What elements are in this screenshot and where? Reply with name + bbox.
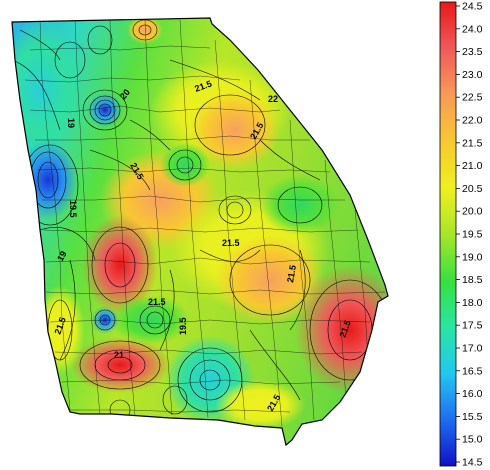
contour-label: 20 — [118, 87, 132, 101]
legend-tick-label: 21.0 — [462, 160, 483, 172]
contour-label: 21.5 — [148, 297, 166, 307]
legend-ticks: 24.5 24.0 23.5 23.0 22.5 22.0 21.5 21.0 20.5 20.0… — [456, 1, 483, 469]
legend-tick-label: 18.5 — [462, 274, 483, 286]
legend-tick-label: 22.5 — [462, 92, 483, 104]
legend-tick-label: 14.5 — [462, 457, 483, 469]
legend-tick-label: 20.0 — [462, 206, 483, 218]
contour-label: 19.5 — [178, 317, 188, 335]
legend-tick-label: 24.5 — [462, 1, 483, 13]
legend-tick-label: 19.5 — [462, 229, 483, 241]
legend-tick-label: 15.0 — [462, 434, 483, 446]
contour-label: 21.5 — [285, 264, 298, 283]
contour-label: 21 — [114, 350, 124, 360]
legend-tick-label: 20.5 — [462, 183, 483, 195]
legend-tick-label: 16.0 — [462, 388, 483, 400]
legend-tick-label: 23.5 — [462, 46, 483, 58]
legend-tick-label: 16.5 — [462, 365, 483, 377]
legend-tick-label: 18.0 — [462, 297, 483, 309]
legend-tick-label: 24.0 — [462, 23, 483, 35]
contour-label: 21.5 — [222, 238, 240, 248]
legend-tick-label: 17.0 — [462, 343, 483, 355]
contour-label: 19.5 — [68, 200, 78, 218]
contour-label: 19 — [66, 118, 76, 128]
legend-tick-label: 21.5 — [462, 137, 483, 149]
georgia-contour-map: 21.5 19 20 21.5 21.5 19.5 19 21.5 21.5 2… — [11, 17, 389, 447]
legend-tick-label: 22.0 — [462, 115, 483, 127]
legend-color-bar — [439, 1, 457, 467]
legend-tick-label: 15.5 — [462, 411, 483, 423]
legend-tick-label: 23.0 — [462, 69, 483, 81]
contour-label: 19 — [55, 249, 69, 263]
legend-tick-label: 19.0 — [462, 251, 483, 263]
county-lines — [24, 19, 386, 427]
contour-label: 22 — [268, 94, 278, 104]
georgia-state-border — [11, 17, 389, 447]
legend-tick-label: 17.5 — [462, 320, 483, 332]
color-scale-legend: 24.5 24.0 23.5 23.0 22.5 22.0 21.5 21.0 20.5 20.0… — [439, 1, 483, 469]
